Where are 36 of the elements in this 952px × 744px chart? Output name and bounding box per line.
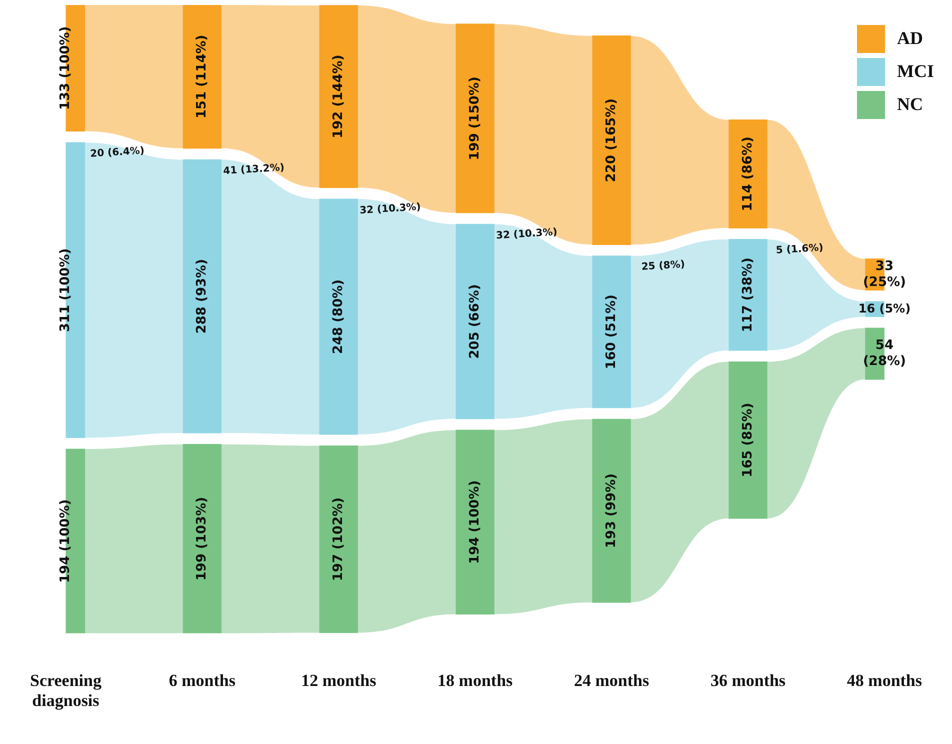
data-label: 133 (100%) <box>58 26 74 110</box>
data-label: 193 (99%) <box>604 473 619 548</box>
text: 20 (6.4%) <box>90 146 145 160</box>
data-label: 197 (102%) <box>331 497 346 582</box>
text: 25 (8%) <box>641 259 686 273</box>
text: 41 (13.2%) <box>222 162 285 178</box>
data-label: 199 (150%) <box>467 76 482 160</box>
data-label: 288 (93%) <box>194 258 210 334</box>
category-label: Screening diagnosis <box>30 670 102 710</box>
data-label: 205 (66%) <box>467 284 482 359</box>
text: 5 (1.6%) <box>776 242 824 256</box>
data-label: 192 (144%) <box>331 54 346 138</box>
data-label: 248 (80%) <box>331 279 346 354</box>
data-label: 194 (100%) <box>58 499 74 584</box>
data-label: 117 (38%) <box>740 258 756 332</box>
data-label: 54 (28%) <box>862 338 906 370</box>
category-label: 24 months <box>574 670 650 690</box>
category-label: 36 months <box>710 670 786 690</box>
legend-label: MCI <box>897 61 934 82</box>
data-label: 165 (85%) <box>740 402 756 478</box>
category-label: 6 months <box>168 670 236 690</box>
category-label: 48 months <box>846 670 922 690</box>
legend-label: NC <box>897 94 923 115</box>
category-label: 18 months <box>438 670 514 690</box>
data-label: 220 (165%) <box>604 98 619 182</box>
data-label: 160 (51%) <box>604 294 619 370</box>
legend-label: AD <box>897 28 923 49</box>
data-label: 311 (100%) <box>58 248 74 332</box>
text: 32 (10.3%) <box>359 202 422 216</box>
data-label: 16 (5%) <box>858 301 911 316</box>
text: 32 (10.3%) <box>496 226 558 242</box>
data-label: 114 (86%) <box>740 136 756 212</box>
data-label: 151 (114%) <box>194 34 210 119</box>
data-label: 194 (100%) <box>467 480 482 564</box>
data-label: 199 (103%) <box>194 496 210 581</box>
category-label: 12 months <box>301 670 377 690</box>
